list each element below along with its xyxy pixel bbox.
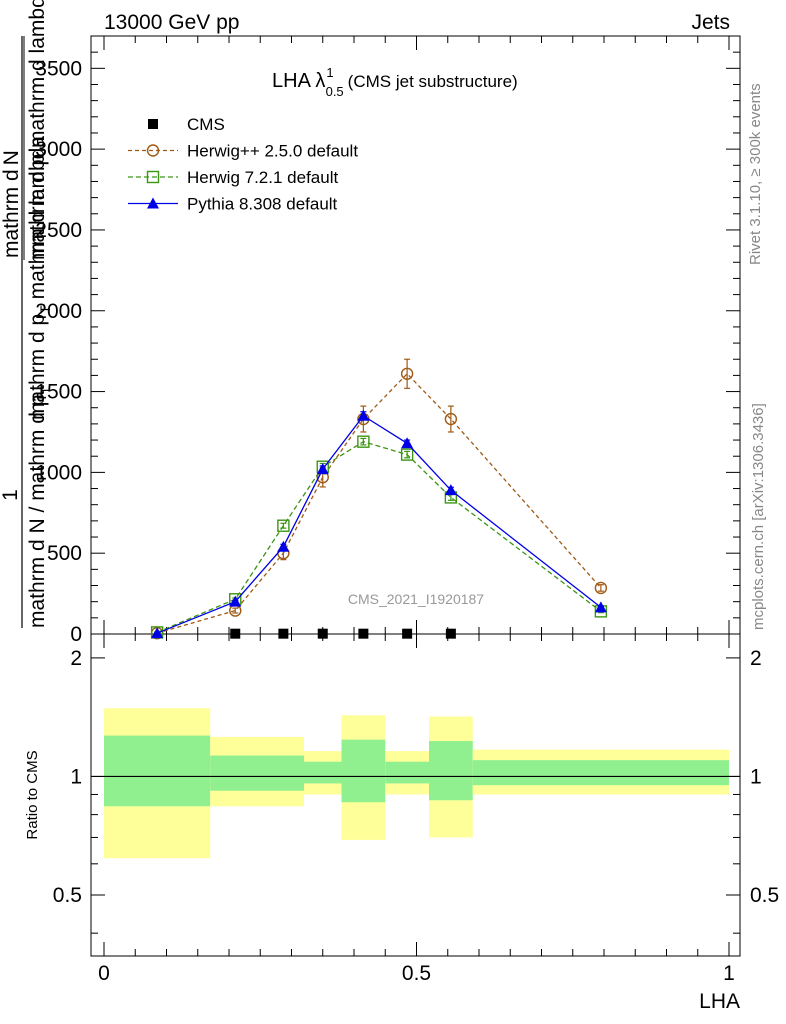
legend-label-pythia: Pythia 8.308 default (187, 195, 338, 214)
data-point-herwigpp (594, 581, 608, 595)
data-point-herwig7 (357, 435, 370, 448)
y-label-overlap2-sub: T (37, 305, 53, 314)
main-y-tick-label: 2500 (35, 219, 82, 242)
data-point-cms (402, 628, 413, 639)
ratio-label: Ratio to CMS (24, 750, 41, 839)
ratio-band-inner-1 (210, 755, 304, 791)
legend-marker-herwig7 (146, 170, 160, 184)
y-label-overlap: mathrm d p mathrm d lambda (26, 0, 49, 260)
ratio-band-inner-0 (104, 735, 211, 807)
series-line-herwigpp (156, 372, 602, 634)
data-point-herwig7 (400, 448, 414, 461)
ratio-plot-frame (90, 633, 741, 957)
data-point-cms (278, 628, 289, 639)
data-point-pythia (401, 437, 414, 449)
data-point-pythia (151, 627, 164, 639)
ratio-y-tick-label: 0.5 (53, 884, 82, 907)
main-y-tick-label: 1000 (35, 461, 82, 484)
legend-label-herwig7: Herwig 7.2.1 default (187, 168, 338, 187)
plot-title: LHA λ1 0.5 (CMS jet substructure) (272, 65, 518, 99)
ratio-band-inner-3 (341, 739, 386, 803)
x-tick-label: 0 (98, 962, 110, 985)
analysis-id: CMS_2021_I1920187 (348, 591, 484, 607)
data-point-pythia (229, 595, 242, 607)
series-cms (230, 628, 456, 639)
ratio-y-tick-label: 1 (70, 765, 82, 788)
plot-title-main: LHA λ (272, 70, 325, 92)
main-y-tick-label: 500 (47, 542, 82, 565)
energy-label: 13000 GeV pp (104, 11, 239, 34)
y-label-fraction-top-b: N (0, 150, 23, 165)
main-y-tick-label: 3500 (35, 57, 82, 80)
axis-ticks: 0 500 1000 1500 2000 2500 3000 3500 0 0.5 1 0.5 0.5 1… (35, 35, 779, 985)
data-point-herwigpp (444, 412, 458, 426)
legend-marker-cms (148, 119, 158, 129)
data-point-herwig7 (277, 519, 290, 532)
data-point-pythia (357, 409, 370, 421)
series-layer (150, 358, 608, 640)
main-y-tick-label: 1500 (35, 381, 82, 404)
rivet-label: Rivet 3.1.10, ≥ 300k events (747, 83, 764, 265)
category-label: Jets (691, 11, 730, 34)
y-label-fraction-top: mathrm d N (0, 150, 23, 258)
data-point-pythia (277, 540, 290, 552)
plot-title-sub: 0.5 (326, 84, 344, 99)
data-point-cms (358, 628, 369, 639)
series-pythia (151, 409, 607, 639)
legend: CMS Herwig++ 2.5.0 default Herwig 7.2.1 de… (128, 115, 358, 214)
ratio-y-tick-label-right: 1 (750, 765, 762, 788)
main-y-tick-label: 0 (70, 623, 82, 646)
y-label-line1-sub: T (37, 386, 53, 395)
ratio-band-inner-6 (472, 760, 729, 786)
data-point-pythia (594, 601, 607, 613)
main-y-tick-label: 2000 (35, 300, 82, 323)
legend-marker-pythia (147, 197, 159, 209)
data-point-cms (317, 628, 328, 639)
x-tick-label: 0.5 (402, 962, 431, 985)
ratio-band-inner-2 (304, 761, 342, 784)
plot-title-suffix: (CMS jet substructure) (348, 72, 518, 91)
legend-marker-herwigpp (146, 144, 160, 157)
series-line-herwig7 (156, 440, 602, 633)
ratio-bands (104, 708, 729, 859)
y-label-overlap2-a: mathrm d p (26, 314, 49, 420)
main-y-tick-label: 3000 (35, 138, 82, 161)
data-point-herwigpp (400, 367, 414, 380)
series-line-pythia (156, 414, 602, 634)
ratio-band-inner-5 (429, 741, 473, 801)
plot-title-sup: 1 (326, 65, 333, 80)
legend-label-cms: CMS (187, 115, 225, 134)
x-tick-label: 1 (723, 962, 735, 985)
mcplots-label: mcplots.cern.ch [arXiv:1306.3436] (750, 403, 767, 630)
data-point-cms (445, 628, 456, 639)
ratio-y-tick-label: 2 (70, 647, 82, 670)
data-point-pythia (316, 463, 329, 475)
y-label-overlap2: mathrm d pT mathrm d lambda (26, 136, 53, 420)
ratio-band-inner-4 (385, 761, 429, 784)
y-label-line1: mathrm d N / mathrm d p (26, 395, 49, 628)
y-label-denominator: mathrm d N / mathrm d pT (26, 386, 53, 628)
legend-label-herwigpp: Herwig++ 2.5.0 default (187, 142, 358, 161)
data-point-cms (230, 628, 241, 639)
y-label-overlap2-tail: mathrm d lambda (26, 136, 49, 306)
x-axis-label: LHA (699, 990, 740, 1013)
data-point-pythia (444, 484, 457, 496)
y-label-fraction-top-a: mathrm d (0, 169, 23, 258)
ratio-y-tick-label-right: 2 (750, 647, 762, 670)
ratio-y-tick-label-right: 0.5 (750, 884, 779, 907)
y-label-numerator: 1 (0, 489, 22, 501)
